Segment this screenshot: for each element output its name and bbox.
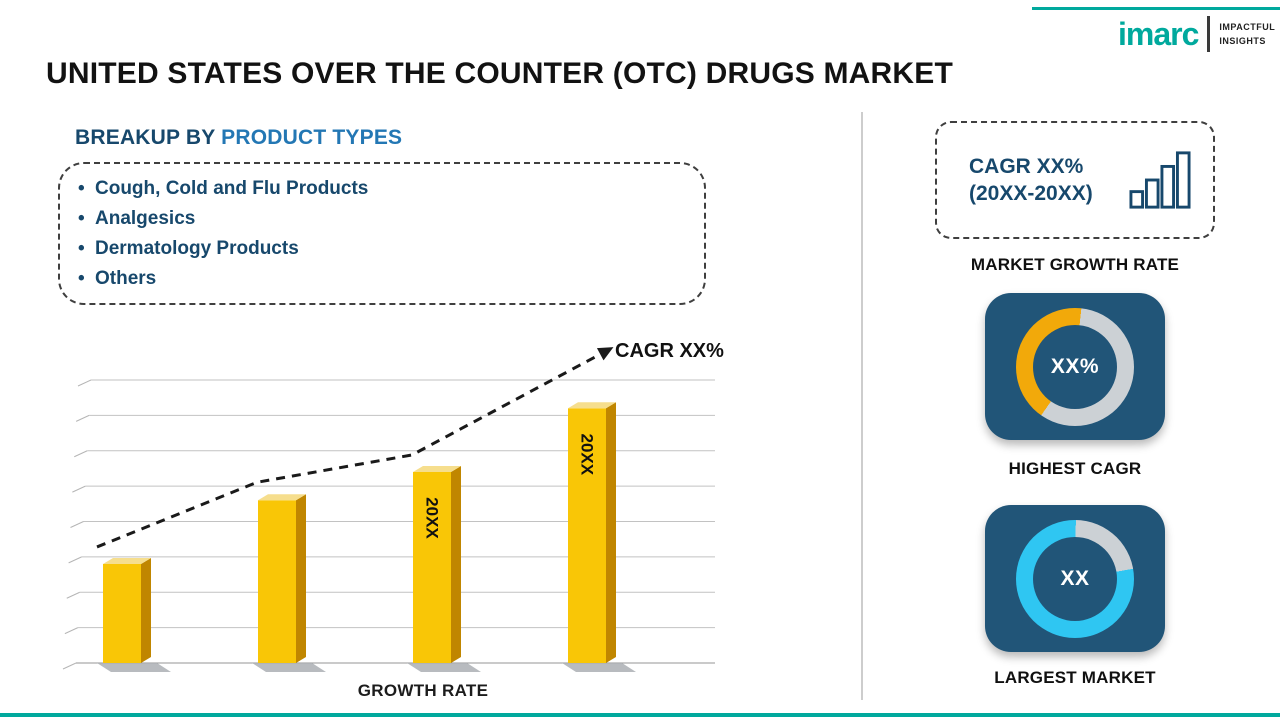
list-item: Cough, Cold and Flu Products: [76, 174, 704, 204]
market-growth-rate-box: CAGR XX% (20XX-20XX): [935, 121, 1215, 239]
cagr-line1: CAGR XX%: [969, 155, 1084, 178]
imarc-logo: imarc IMPACTFUL INSIGHTS: [1118, 16, 1275, 52]
svg-text:20XX: 20XX: [423, 497, 442, 539]
section-divider: [861, 112, 863, 700]
page-title: UNITED STATES OVER THE COUNTER (OTC) DRU…: [46, 57, 954, 90]
highest-cagr-card: XX%: [985, 293, 1165, 440]
largest-market-donut-chart: XX: [1016, 520, 1134, 638]
breakup-heading-prefix: BREAKUP BY: [75, 126, 216, 149]
bar-chart-icon: [1129, 151, 1191, 209]
highest-cagr-value: XX%: [1033, 325, 1117, 409]
highest-cagr-caption: HIGHEST CAGR: [1008, 459, 1142, 478]
list-item: Others: [76, 264, 704, 294]
logo-divider: [1207, 16, 1211, 52]
cagr-text: CAGR XX% (20XX-20XX): [969, 153, 1093, 207]
breakup-heading: BREAKUP BY PRODUCT TYPES: [75, 126, 402, 150]
growth-bar-chart: 20XX 20XX: [62, 347, 715, 672]
cagr-line2: (20XX-20XX): [969, 182, 1093, 205]
logo-tagline: IMPACTFUL INSIGHTS: [1219, 22, 1275, 46]
product-types-box: Cough, Cold and Flu Products Analgesics …: [58, 162, 706, 305]
svg-text:20XX: 20XX: [578, 434, 597, 476]
list-item: Dermatology Products: [76, 234, 704, 264]
logo-tagline-line2: INSIGHTS: [1219, 36, 1266, 46]
largest-market-value: XX: [1033, 537, 1117, 621]
logo-tagline-line1: IMPACTFUL: [1219, 22, 1276, 32]
bottom-accent-line: [0, 713, 1280, 717]
largest-market-card: XX: [985, 505, 1165, 652]
logo-wordmark: imarc: [1118, 16, 1199, 52]
market-growth-rate-caption: MARKET GROWTH RATE: [970, 255, 1180, 274]
chart-x-axis-label: GROWTH RATE: [357, 681, 489, 700]
largest-market-caption: LARGEST MARKET: [994, 668, 1156, 687]
breakup-heading-highlight: PRODUCT TYPES: [221, 126, 403, 149]
top-accent-line: [1032, 7, 1280, 10]
cagr-trend-label: CAGR XX%: [615, 340, 724, 362]
list-item: Analgesics: [76, 204, 704, 234]
highest-cagr-donut-chart: XX%: [1016, 308, 1134, 426]
